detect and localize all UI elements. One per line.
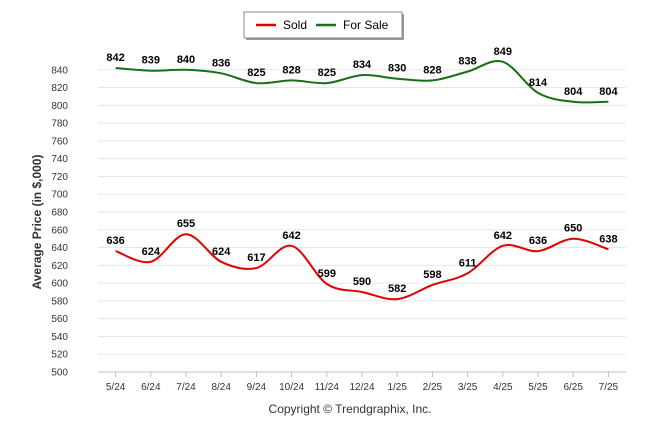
legend-label-sold[interactable]: Sold	[283, 18, 307, 32]
data-label-sold: 599	[318, 268, 336, 280]
y-tick-label: 740	[51, 154, 68, 165]
y-axis-ticks: 500 520 540 560 580 600 620 640 660 680 700 720 740 7…	[51, 65, 68, 378]
y-tick-label: 680	[51, 208, 68, 219]
x-tick-label: 6/25	[563, 382, 583, 393]
data-label-for-sale: 828	[423, 64, 441, 76]
y-tick-label: 520	[51, 350, 68, 361]
legend-label-for-sale[interactable]: For Sale	[343, 18, 389, 32]
x-tick-label: 10/24	[279, 382, 304, 393]
data-label-for-sale: 838	[458, 56, 476, 68]
data-label-sold: 642	[282, 230, 300, 242]
y-tick-label: 660	[51, 225, 68, 236]
y-tick-label: 840	[51, 65, 68, 76]
y-tick-label: 620	[51, 261, 68, 272]
x-tick-label: 7/25	[599, 382, 619, 393]
y-tick-label: 800	[51, 101, 68, 112]
copyright-text: Copyright © Trendgraphix, Inc.	[269, 402, 432, 416]
x-tick-label: 5/25	[528, 382, 548, 393]
y-tick-label: 720	[51, 172, 68, 183]
data-label-for-sale: 834	[353, 59, 372, 71]
data-label-for-sale: 825	[318, 67, 336, 79]
data-label-for-sale: 840	[177, 54, 195, 66]
x-tick-label: 1/25	[387, 382, 407, 393]
y-tick-label: 760	[51, 136, 68, 147]
x-axis-ticks: 5/24 6/24 7/24 8/24 9/24 10/24 11/24 12/24 1/25 2…	[106, 372, 619, 393]
x-tick-label: 9/24	[247, 382, 267, 393]
y-tick-label: 500	[51, 368, 68, 379]
data-label-sold: 638	[599, 233, 617, 245]
data-label-for-sale: 830	[388, 63, 406, 75]
y-tick-label: 580	[51, 296, 68, 307]
data-label-for-sale: 839	[142, 55, 160, 67]
series-lines	[115, 60, 609, 301]
x-tick-label: 4/25	[493, 382, 513, 393]
legend[interactable]: Sold For Sale	[243, 11, 404, 40]
data-labels: 636 624 655 624 617 642 599 590 582 598 611 642 636 6…	[106, 46, 618, 295]
data-label-sold: 611	[459, 257, 477, 269]
x-tick-label: 2/25	[423, 382, 443, 393]
data-label-for-sale: 842	[106, 52, 124, 64]
data-label-for-sale: 825	[247, 67, 265, 79]
x-tick-label: 3/25	[458, 382, 478, 393]
data-label-sold: 624	[142, 246, 161, 258]
series-line-sold	[115, 233, 609, 301]
x-tick-label: 5/24	[106, 382, 126, 393]
x-tick-label: 6/24	[141, 382, 161, 393]
data-label-for-sale: 804	[564, 86, 583, 98]
data-label-sold: 617	[247, 252, 265, 264]
data-label-for-sale: 828	[282, 64, 300, 76]
data-label-sold: 642	[494, 230, 512, 242]
grid	[98, 69, 626, 373]
data-label-sold: 655	[177, 218, 195, 230]
y-tick-label: 600	[51, 279, 68, 290]
data-label-for-sale: 849	[494, 46, 512, 58]
data-label-sold: 582	[388, 283, 406, 295]
data-label-for-sale: 814	[529, 77, 548, 89]
y-tick-label: 540	[51, 332, 68, 343]
x-tick-label: 8/24	[211, 382, 231, 393]
y-tick-label: 700	[51, 190, 68, 201]
y-axis-label: Average Price (in $,000)	[30, 155, 44, 290]
data-label-sold: 636	[106, 235, 124, 247]
x-tick-label: 7/24	[176, 382, 196, 393]
series-line-for-sale	[115, 60, 609, 104]
y-tick-label: 640	[51, 243, 68, 254]
data-label-sold: 624	[212, 246, 231, 258]
y-tick-label: 820	[51, 83, 68, 94]
x-tick-label: 12/24	[349, 382, 374, 393]
x-tick-label: 11/24	[315, 382, 340, 393]
data-label-for-sale: 804	[599, 86, 618, 98]
data-label-sold: 650	[564, 223, 582, 235]
y-tick-label: 780	[51, 119, 68, 130]
y-tick-label: 560	[51, 314, 68, 325]
data-label-sold: 598	[423, 269, 441, 281]
data-label-for-sale: 836	[212, 57, 230, 69]
data-label-sold: 636	[529, 235, 547, 247]
data-label-sold: 590	[353, 276, 371, 288]
